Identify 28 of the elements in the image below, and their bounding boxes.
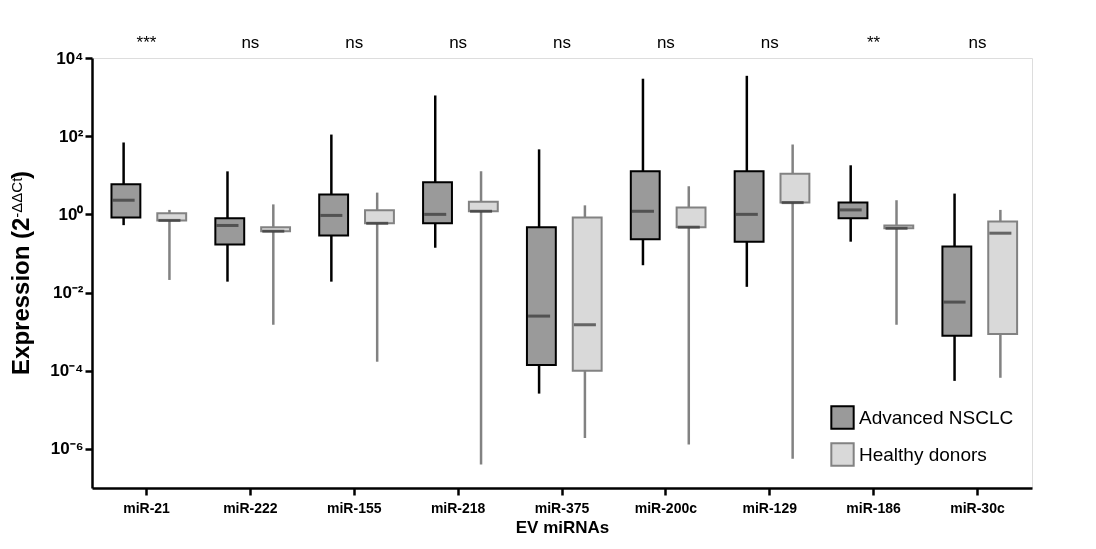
x-tick-label: miR-222 (223, 499, 278, 516)
x-tick-label: miR-21 (123, 499, 171, 516)
text: ns (241, 33, 260, 52)
y-tick-label: 10⁴ (56, 48, 84, 68)
y-tick-label: 10⁰ (58, 204, 84, 224)
text: ns (760, 33, 779, 52)
x-tick-label: miR-155 (327, 499, 382, 516)
x-tick-label: miR-30c (950, 499, 1005, 516)
y-tick-label: 10⁻² (52, 283, 84, 303)
text: ns (656, 33, 675, 52)
x-tick-label: miR-129 (742, 499, 798, 516)
text: ns (553, 33, 571, 52)
y-tick-label: 10⁻⁶ (50, 439, 84, 459)
legend-label: Healthy donors (859, 443, 987, 465)
x-tick-label: miR-186 (846, 499, 902, 516)
text: ns (968, 33, 987, 52)
x-tick-label: miR-218 (430, 499, 486, 516)
text: ns (449, 33, 468, 52)
y-tick-label: 10⁻⁴ (50, 361, 84, 381)
y-tick-label: 10² (58, 126, 84, 146)
text: ns (345, 33, 364, 52)
text: *** (136, 33, 157, 52)
x-axis-title: EV miRNAs (515, 517, 610, 537)
text: ** (866, 33, 881, 52)
x-tick-label: miR-375 (534, 499, 590, 516)
legend-label: Advanced NSCLC (859, 406, 1014, 428)
y-axis-title: Expression (2-ΔΔCt) (7, 171, 34, 375)
x-tick-label: miR-200c (634, 499, 698, 516)
